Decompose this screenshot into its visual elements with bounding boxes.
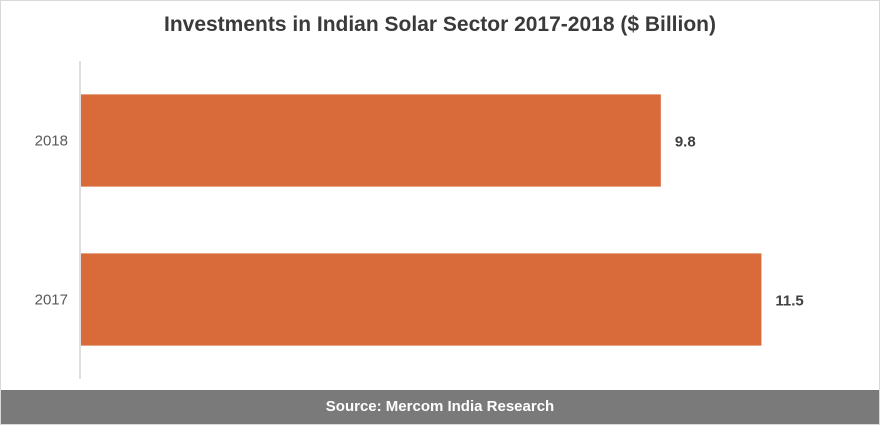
- bar: [81, 253, 762, 346]
- data-label: 9.8: [675, 134, 696, 151]
- source-footer: Source: Mercom India Research: [1, 390, 879, 424]
- chart-title: Investments in Indian Solar Sector 2017-…: [163, 13, 716, 36]
- data-label: 11.5: [775, 293, 803, 310]
- category-tick-label: 2017: [35, 292, 68, 309]
- bar-chart: 2018 9.8 2017 11.5: [35, 61, 804, 379]
- category-tick-label: 2018: [35, 133, 68, 150]
- bar: [81, 94, 661, 187]
